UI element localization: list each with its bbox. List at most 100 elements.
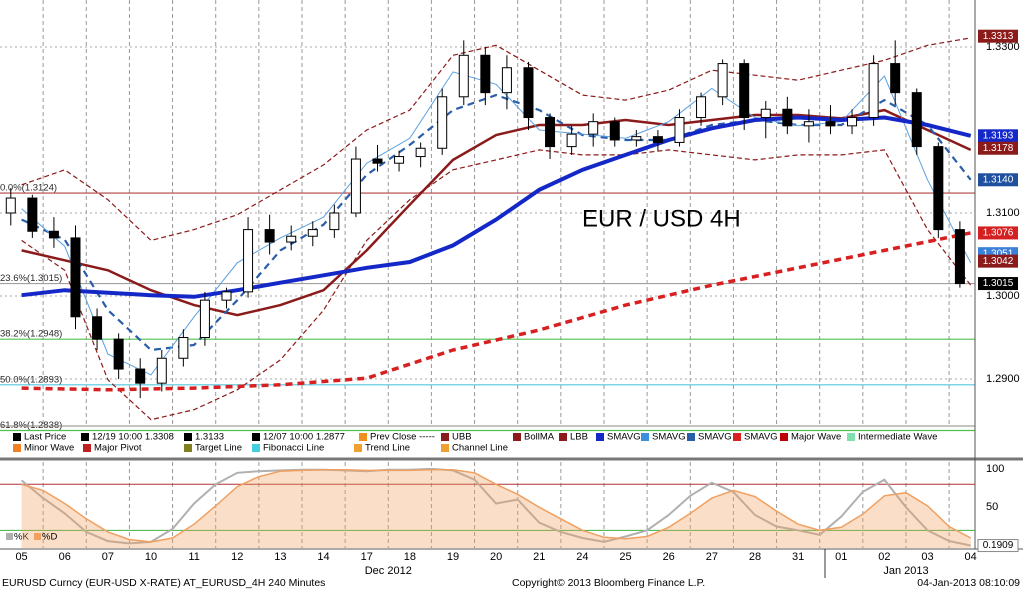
price-tag-label: 1.3076	[983, 228, 1014, 239]
legend-label: Fibonacci Line	[263, 443, 324, 454]
candle-body	[825, 121, 836, 127]
candle-body	[70, 237, 81, 318]
candle-body	[27, 197, 38, 232]
candle-body	[48, 230, 59, 239]
candle-body	[523, 67, 534, 119]
price-tag-label: 1.3313	[983, 31, 1014, 42]
y-tick-label: 1.3000	[986, 290, 1020, 302]
candle-body	[394, 156, 405, 164]
legend-swatch	[354, 444, 362, 452]
chart-annotation: EUR / USD 4H	[582, 205, 741, 232]
stoch-area	[21, 469, 971, 548]
y-tick-label: 1.2900	[986, 373, 1020, 385]
candle-body	[847, 117, 858, 127]
x-tick-label: 27	[706, 551, 718, 563]
legend-label: 1.3133	[195, 432, 224, 443]
x-tick-label: 14	[317, 551, 329, 563]
x-tick-label: 24	[576, 551, 588, 563]
x-tick-label: 20	[490, 551, 502, 563]
x-tick-label: 06	[59, 551, 71, 563]
candle-body	[350, 158, 361, 214]
legend-swatch	[184, 433, 192, 441]
candle-body	[566, 133, 577, 148]
x-tick-label: 19	[447, 551, 459, 563]
legend-label: Major Pivot	[94, 443, 142, 454]
value-tag	[977, 539, 1019, 553]
legend-label: Prev Close -----	[370, 432, 435, 443]
price-tag	[978, 141, 1018, 155]
legend-label: %K	[14, 532, 29, 543]
legend-label: Target Line	[195, 443, 242, 454]
stoch-line	[20, 467, 971, 547]
stoch-tick-label: 100	[986, 463, 1004, 475]
candle-body	[480, 54, 491, 94]
candle-body	[329, 212, 340, 231]
candle-body	[954, 229, 965, 285]
legend-swatch	[13, 433, 21, 441]
grid	[0, 0, 975, 548]
candle-body	[631, 136, 642, 141]
candle-body	[199, 299, 210, 339]
legend-label: SMAVG	[744, 432, 778, 443]
legend-swatch	[441, 444, 449, 452]
y-tick-label: 1.3100	[986, 207, 1020, 219]
x-tick-label: 03	[921, 551, 933, 563]
legend-swatch	[83, 444, 91, 452]
overlay-line	[21, 37, 971, 242]
x-tick-label: 26	[663, 551, 675, 563]
candle-body	[264, 229, 275, 243]
candle-body	[782, 108, 793, 127]
legend-swatch	[252, 433, 260, 441]
legend-swatch	[559, 433, 567, 441]
price-tag-label: 1.3178	[983, 143, 1014, 154]
legend-label: Trend Line	[365, 443, 410, 454]
candle-body	[113, 338, 124, 370]
legend-swatch	[441, 433, 449, 441]
x-tick-label: 17	[361, 551, 373, 563]
legend-label: Channel Line	[452, 443, 508, 454]
price-tag-label: 1.3051	[983, 248, 1014, 259]
candle-body	[739, 63, 750, 119]
legend-swatch	[13, 444, 21, 452]
legend-swatch	[780, 433, 788, 441]
legend-swatch	[34, 533, 41, 540]
candle-body	[221, 291, 232, 301]
candle-body	[372, 158, 383, 164]
price-tag	[978, 173, 1018, 187]
footer-right: 04-Jan-2013 08:10:09	[917, 577, 1020, 589]
x-tick-label: 05	[15, 551, 27, 563]
candle-body	[5, 197, 16, 214]
price-tag-label: 1.3140	[983, 174, 1014, 185]
legend-label: Minor Wave	[24, 443, 74, 454]
legend-label: Major Wave	[791, 432, 841, 443]
legend-label: SMAVG	[607, 432, 641, 443]
y-tick-label: 1.3300	[986, 41, 1020, 53]
overlay-line	[21, 149, 972, 421]
price-tag	[978, 129, 1018, 143]
legend-swatch	[513, 433, 521, 441]
candle-body	[803, 121, 814, 127]
x-tick-label: 25	[619, 551, 631, 563]
x-tick-label: 04	[965, 551, 977, 563]
x-tick-label: 02	[878, 551, 890, 563]
overlay-line	[21, 231, 972, 392]
candle-body	[588, 121, 599, 135]
price-panel: 0.0%(1.3124) 23.6%(1.3015) 38.2%(1.2948) 50…	[0, 37, 975, 432]
x-tick-label: 31	[792, 551, 804, 563]
candle-body	[92, 316, 103, 340]
legend-label: LBB	[570, 432, 588, 443]
legend-swatch	[359, 433, 367, 441]
price-tag	[978, 29, 1018, 43]
candle-body	[890, 63, 901, 94]
candle-body	[674, 117, 685, 143]
candle-body	[156, 357, 167, 384]
footer-center: Copyright© 2013 Bloomberg Finance L.P.	[512, 577, 705, 589]
legend-label: 12/19 10:00 1.3308	[92, 432, 174, 443]
month-label: Jan 2013	[883, 565, 928, 577]
overlay-line	[21, 115, 972, 299]
candle-body	[911, 92, 922, 148]
candle-body	[415, 147, 426, 158]
fib-label: 38.2%(1.2948)	[0, 329, 62, 340]
price-tag	[978, 277, 1018, 291]
